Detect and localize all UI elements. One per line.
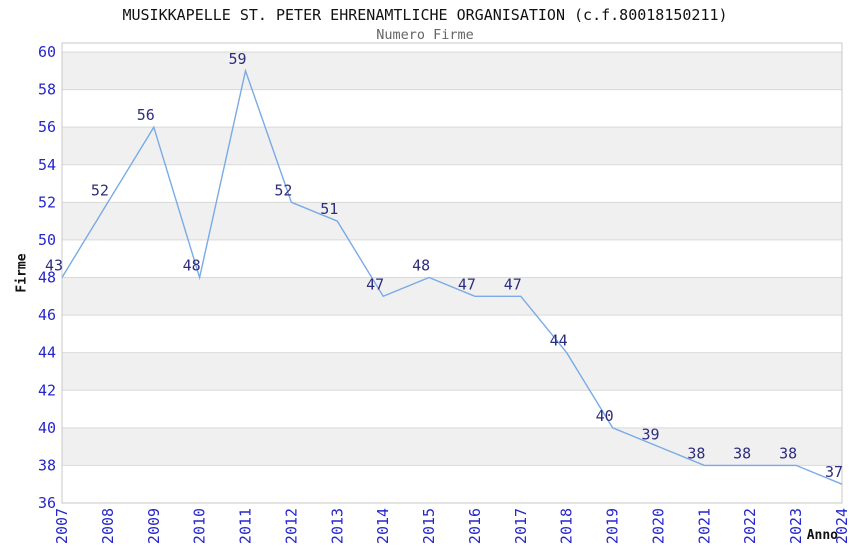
data-point-label: 47	[366, 275, 384, 293]
grid-band	[62, 202, 842, 240]
x-tick-label: 2023	[787, 508, 805, 544]
y-tick-label: 46	[38, 306, 56, 324]
data-point-label: 37	[825, 463, 843, 481]
data-point-label: 48	[412, 257, 430, 275]
x-axis-label: Anno	[806, 528, 838, 543]
x-tick-label: 2014	[374, 508, 392, 544]
x-tick-label: 2024	[833, 508, 850, 544]
grid-band	[62, 127, 842, 165]
data-point-label: 47	[458, 275, 476, 293]
data-point-label: 56	[137, 106, 155, 124]
data-point-label: 48	[183, 257, 201, 275]
x-tick-label: 2010	[191, 508, 209, 544]
x-tick-label: 2022	[741, 508, 759, 544]
y-tick-label: 36	[38, 494, 56, 512]
x-tick-label: 2021	[695, 508, 713, 544]
y-tick-label: 44	[38, 344, 56, 362]
data-point-label: 44	[550, 332, 568, 350]
x-tick-label: 2017	[512, 508, 530, 544]
y-tick-label: 60	[38, 43, 56, 61]
x-tick-label: 2020	[650, 508, 668, 544]
data-point-label: 40	[596, 407, 614, 425]
x-tick-label: 2019	[604, 508, 622, 544]
data-point-label: 47	[504, 275, 522, 293]
x-tick-label: 2008	[99, 508, 117, 544]
grid-band	[62, 52, 842, 90]
y-tick-label: 54	[38, 156, 56, 174]
x-tick-label: 2012	[282, 508, 300, 544]
y-tick-label: 38	[38, 456, 56, 474]
data-point-label: 51	[320, 200, 338, 218]
data-point-label: 38	[687, 444, 705, 462]
grid-band	[62, 352, 842, 391]
data-point-label: 52	[274, 181, 292, 199]
x-tick-label: 2007	[53, 508, 71, 544]
y-tick-label: 42	[38, 381, 56, 399]
data-point-label: 38	[733, 444, 751, 462]
data-point-label: 39	[641, 426, 659, 444]
x-tick-label: 2015	[420, 508, 438, 544]
y-tick-label: 50	[38, 231, 56, 249]
x-tick-label: 2009	[145, 508, 163, 544]
x-tick-label: 2013	[328, 508, 346, 544]
data-point-label: 52	[91, 181, 109, 199]
grid-band	[62, 427, 842, 466]
x-tick-label: 2018	[558, 508, 576, 544]
data-line	[61, 68, 843, 485]
chart-subtitle: Numero Firme	[376, 27, 474, 43]
y-tick-label: 52	[38, 193, 56, 211]
y-tick-label: 48	[38, 269, 56, 287]
x-tick-label: 2011	[237, 508, 255, 544]
y-tick-label: 58	[38, 81, 56, 99]
x-tick-label: 2016	[466, 508, 484, 544]
y-tick-label: 40	[38, 419, 56, 437]
plot-border	[61, 42, 843, 504]
chart-title: MUSIKKAPELLE ST. PETER EHRENAMTLICHE ORG…	[122, 6, 728, 24]
data-point-label: 38	[779, 444, 797, 462]
y-tick-label: 56	[38, 118, 56, 136]
data-point-label: 59	[228, 50, 246, 68]
data-point-label: 43	[45, 257, 63, 275]
grid-band	[62, 277, 842, 316]
